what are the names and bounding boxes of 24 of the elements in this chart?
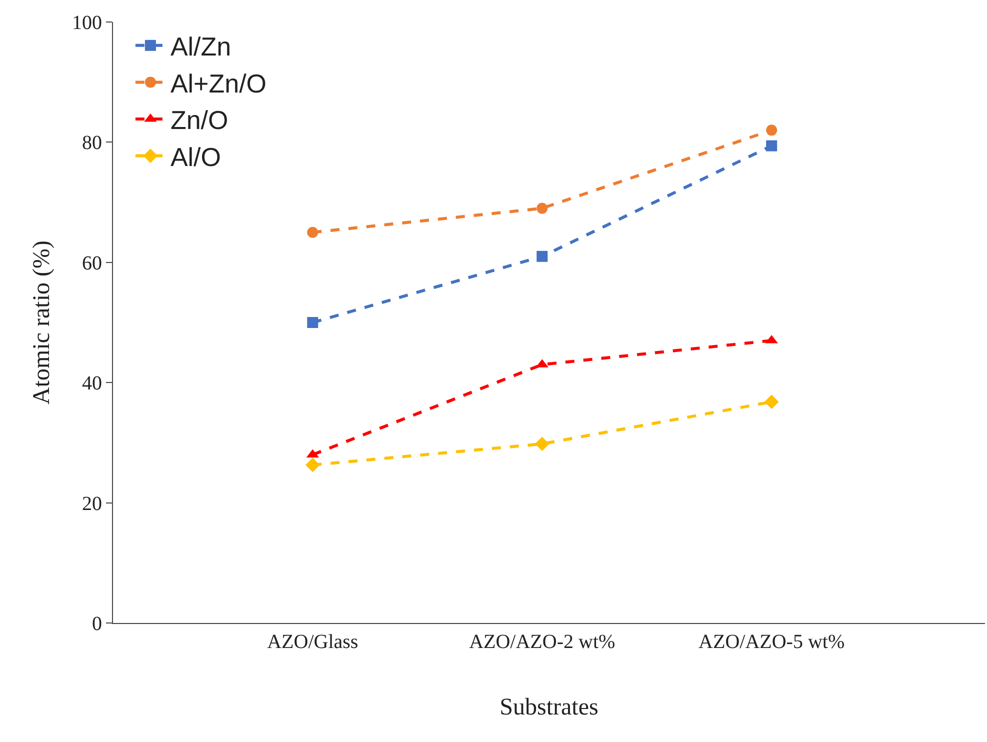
y-tick-label: 100 (72, 12, 102, 34)
point (307, 317, 318, 328)
legend-label: Zn/O (170, 105, 228, 136)
legend-label: Al/O (170, 142, 222, 172)
point (305, 458, 320, 472)
point (307, 226, 318, 238)
y-tick-label: 80 (82, 132, 102, 154)
point (536, 202, 548, 214)
y-tick-label: 0 (92, 613, 102, 635)
y-tick-label: 40 (82, 372, 102, 395)
y-tick-label: 60 (82, 252, 102, 274)
x-tick-label: AZO/Glass (267, 631, 358, 653)
legend-label: Al+Zn/O (170, 68, 267, 98)
point (766, 140, 778, 152)
point (536, 250, 548, 262)
x-tick-label: AZO/AZO-5 wt% (698, 631, 845, 653)
point (534, 436, 550, 452)
legend-label: Al/Zn (170, 32, 232, 62)
point (764, 394, 779, 409)
y-axis-title: Atomic ratio (%) (29, 240, 56, 404)
y-tick-label: 20 (82, 492, 102, 515)
x-axis-title: Substrates (500, 694, 598, 720)
point (766, 124, 778, 136)
x-tick-label: AZO/AZO-2 wt% (469, 631, 616, 653)
